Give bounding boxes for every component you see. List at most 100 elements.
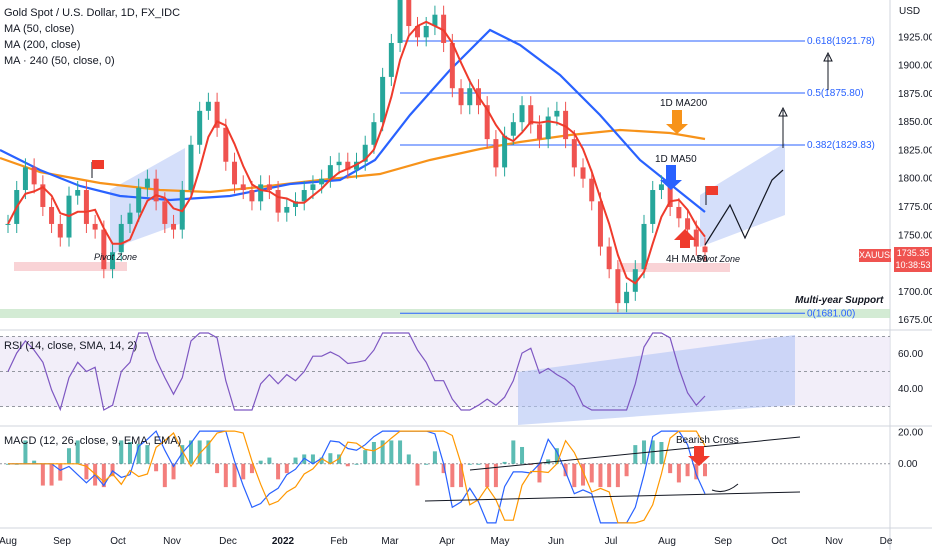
- candle-body: [563, 110, 569, 140]
- candle-body: [423, 26, 429, 38]
- candle-body: [519, 105, 525, 123]
- candle-body: [205, 101, 211, 111]
- macd-histogram-bar: [659, 442, 664, 464]
- candle-body: [275, 190, 281, 213]
- candle-body: [127, 212, 133, 224]
- candle-body: [188, 144, 194, 191]
- candle-body: [571, 139, 577, 168]
- candle-body: [345, 161, 351, 170]
- candle-body: [650, 190, 656, 224]
- candle-body: [685, 218, 691, 230]
- candle-body: [57, 223, 63, 238]
- candle-body: [606, 246, 612, 270]
- candle-body: [101, 229, 107, 270]
- x-tick-label: Feb: [330, 536, 348, 547]
- candle-body: [327, 165, 333, 179]
- candle-body: [493, 139, 499, 168]
- annotation-support: Multi-year Support: [795, 295, 884, 306]
- candle-body: [554, 110, 560, 117]
- macd-histogram-bar: [293, 457, 298, 464]
- candle-body: [223, 127, 229, 162]
- candle-body: [31, 167, 37, 185]
- ma50-callout-arrow: [660, 165, 682, 190]
- flag-icon: [706, 186, 718, 195]
- macd-histogram-bar: [668, 463, 673, 474]
- macd-histogram-bar: [267, 457, 272, 464]
- macd-histogram-bar: [310, 454, 315, 464]
- macd-histogram-bar: [537, 463, 542, 483]
- candle-body: [502, 135, 508, 168]
- rsi-line: [7, 332, 706, 412]
- macd-histogram-bar: [502, 461, 507, 464]
- candle-body: [5, 223, 11, 225]
- x-tick-label: Sep: [714, 536, 732, 547]
- candle-body: [380, 76, 386, 123]
- macd-histogram-bar: [598, 463, 603, 488]
- x-tick-label: Nov: [825, 536, 843, 547]
- macd-histogram-bar: [232, 463, 237, 488]
- macd-histogram-bar: [66, 448, 71, 464]
- macd-histogram-bar: [633, 445, 638, 464]
- y-tick-label: 1675.00: [898, 315, 932, 326]
- candle-body: [136, 187, 142, 213]
- macd-histogram-bar: [284, 463, 289, 474]
- candle-body: [388, 42, 394, 77]
- macd-projection-arrow: [711, 483, 739, 492]
- candle-body: [240, 184, 246, 191]
- macd-histogram-bar: [84, 463, 89, 480]
- macd-histogram-bar: [415, 463, 420, 486]
- bearish-cross-arrow: [688, 446, 710, 466]
- macd-histogram-bar: [450, 463, 455, 488]
- channel: [110, 148, 185, 258]
- x-tick-label: Jul: [605, 536, 618, 547]
- fib-label: 0(1681.00): [807, 308, 855, 319]
- macd-histogram-bar: [258, 460, 263, 464]
- x-tick-label: Jun: [548, 536, 564, 547]
- macd-histogram-bar: [354, 463, 359, 465]
- macd-histogram-bar: [249, 463, 254, 474]
- y-tick-label: 1900.00: [898, 61, 932, 72]
- x-tick-label: Apr: [439, 536, 455, 547]
- legend-rsi: RSI (14, close, SMA, 14, 2): [4, 340, 138, 352]
- macd-histogram-bar: [180, 445, 185, 464]
- macd-histogram-bar: [363, 450, 368, 464]
- candle-body: [319, 178, 325, 185]
- macd-histogram-bar: [554, 448, 559, 464]
- candle-body: [75, 190, 81, 196]
- candle-body: [667, 184, 673, 207]
- candle-body: [49, 206, 55, 224]
- candle-body: [467, 88, 473, 106]
- x-tick-label: Sep: [53, 536, 71, 547]
- macd-histogram-bar: [119, 440, 124, 464]
- macd-histogram-bar: [572, 463, 577, 488]
- candle-body: [510, 122, 516, 136]
- macd-histogram-bar: [424, 463, 429, 465]
- x-tick-label: Mar: [381, 536, 399, 547]
- macd-histogram-bar: [459, 463, 464, 488]
- y-tick-label: 1700.00: [898, 287, 932, 298]
- price-badge: 1735.35 10:38:53: [894, 247, 932, 272]
- macd-histogram-bar: [154, 463, 159, 472]
- fib-label: 0.618(1921.78): [807, 36, 875, 47]
- y-tick-label: 1875.00: [898, 89, 932, 100]
- macd-trendline: [469, 436, 801, 471]
- flag-icon: [92, 160, 104, 169]
- candle-body: [449, 42, 455, 89]
- macd-histogram-bar: [276, 463, 281, 480]
- candle-body: [406, 0, 412, 27]
- candle-body: [284, 206, 290, 213]
- candle-body: [362, 144, 368, 162]
- x-tick-label: Aug: [0, 536, 17, 547]
- candle-body: [615, 269, 621, 304]
- annotation-bearish-cross: Bearish Cross: [676, 435, 739, 446]
- ma50-line: [7, 20, 706, 285]
- candle-body: [293, 201, 299, 207]
- ticker-symbol-badge: XAUUSD: [859, 249, 897, 262]
- macd-tick-label: 0.00: [898, 459, 918, 470]
- candle-body: [266, 184, 272, 191]
- legend-macd: MACD (12, 26, close, 9, EMA, EMA): [4, 435, 182, 447]
- annotation-pivot: Pivot Zone: [94, 252, 137, 262]
- candle-body: [693, 229, 699, 247]
